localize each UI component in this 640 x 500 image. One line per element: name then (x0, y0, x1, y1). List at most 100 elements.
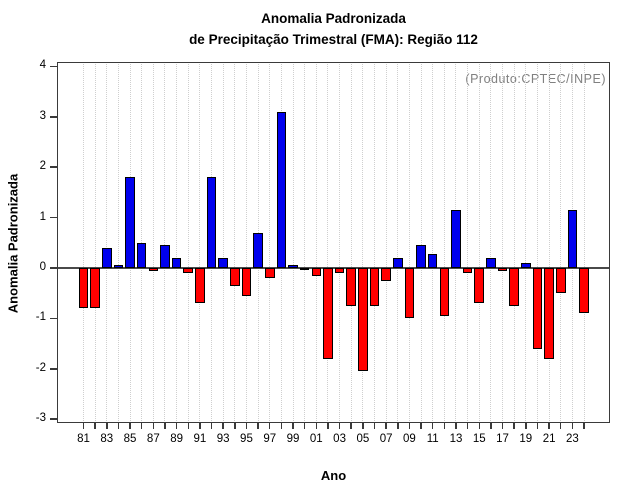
x-tick-label: 89 (170, 433, 183, 445)
bar-24 (579, 268, 589, 314)
bar-03 (334, 268, 345, 274)
x-axis-tick (199, 423, 201, 429)
x-axis-tick (327, 423, 329, 429)
bar-12 (439, 268, 450, 316)
x-axis-tick (571, 423, 574, 429)
x-tick-label: 19 (519, 433, 533, 445)
gridline (269, 62, 271, 423)
zero-line (57, 267, 610, 269)
y-axis-tick (50, 216, 57, 219)
gridline (513, 62, 515, 423)
x-axis-tick (280, 423, 283, 429)
bar-06 (369, 268, 380, 306)
x-axis-tick (583, 423, 585, 429)
gridline (397, 62, 399, 423)
x-axis-tick (443, 423, 446, 429)
chart-title: Anomalia Padronizada (261, 11, 406, 26)
x-axis-tick (152, 423, 155, 429)
x-axis-tick (455, 423, 457, 429)
bar-88 (160, 245, 170, 268)
gridline (152, 62, 154, 423)
bar-87 (148, 268, 159, 271)
x-tick-label: 15 (472, 433, 486, 445)
y-tick-label: 4 (39, 59, 46, 72)
x-tick-label: 83 (100, 433, 114, 445)
x-axis-tick (466, 423, 469, 429)
x-tick-label: 21 (542, 433, 556, 445)
gridline (106, 62, 108, 423)
x-axis-tick (303, 423, 306, 429)
gridline (222, 62, 224, 423)
x-tick-label: 81 (77, 433, 90, 445)
gridline (315, 62, 317, 423)
gridline (385, 62, 387, 423)
gridline (176, 62, 178, 423)
x-axis-tick (117, 423, 120, 429)
x-tick-label: 05 (356, 433, 370, 445)
x-axis-tick (548, 423, 550, 429)
x-axis-tick (210, 423, 213, 429)
x-tick-label: 01 (309, 433, 323, 445)
gridline (187, 62, 189, 423)
bar-22 (555, 268, 566, 294)
gridline (420, 62, 422, 423)
gridline (478, 62, 480, 423)
gridline (583, 62, 585, 423)
bar-85 (125, 177, 135, 268)
x-axis-tick (501, 423, 504, 429)
x-tick-label: 11 (426, 433, 439, 445)
x-axis-tick (350, 423, 352, 429)
producer-annotation: (Produto:CPTEC/INPE) (465, 72, 606, 86)
x-axis-tick (292, 423, 294, 429)
gridline (408, 62, 410, 423)
bar-23 (567, 210, 578, 268)
x-tick-label: 99 (286, 433, 300, 445)
x-axis-tick (187, 423, 189, 429)
bar-93 (218, 257, 228, 268)
y-axis-tick (50, 116, 57, 118)
gridline (327, 62, 329, 423)
gridline (350, 62, 352, 423)
x-axis-tick (338, 423, 341, 429)
gridline (374, 62, 375, 423)
x-tick-label: 97 (263, 433, 277, 445)
gridline (548, 62, 550, 423)
bar-94 (230, 268, 240, 286)
gridline (339, 62, 341, 423)
bar-14 (462, 268, 473, 274)
x-axis-tick (175, 423, 178, 429)
x-tick-label: 93 (216, 433, 230, 445)
bar-81 (78, 268, 89, 309)
y-axis-tick (50, 368, 57, 370)
y-tick-label: -1 (35, 311, 46, 324)
x-axis-tick (397, 423, 399, 429)
bar-10 (416, 245, 426, 268)
x-axis-label: Ano (320, 468, 347, 483)
x-tick-label: 85 (123, 433, 137, 445)
x-tick-label: 95 (240, 433, 253, 445)
y-tick-label: 3 (39, 109, 46, 122)
bar-18 (509, 268, 519, 306)
x-tick-label: 09 (403, 433, 416, 445)
x-axis-tick (315, 423, 318, 429)
x-axis-tick (129, 423, 131, 429)
x-axis-tick (362, 423, 364, 429)
x-axis-tick (245, 423, 248, 429)
x-axis-tick (234, 423, 236, 429)
gridline (490, 62, 492, 423)
x-axis-tick (222, 423, 224, 429)
x-axis-tick (385, 423, 387, 429)
x-axis-tick (525, 423, 527, 429)
bar-99 (288, 265, 298, 268)
bar-02 (323, 268, 333, 359)
x-axis-tick (478, 423, 480, 429)
bar-00 (299, 268, 310, 270)
bar-95 (241, 268, 252, 296)
chart-subtitle: de Precipitação Trimestral (FMA): Região… (189, 32, 478, 47)
y-tick-label: -3 (35, 412, 46, 425)
y-axis-tick (50, 166, 57, 168)
gridline (443, 62, 445, 423)
bar-82 (90, 268, 100, 309)
x-tick-label: 23 (565, 433, 579, 445)
